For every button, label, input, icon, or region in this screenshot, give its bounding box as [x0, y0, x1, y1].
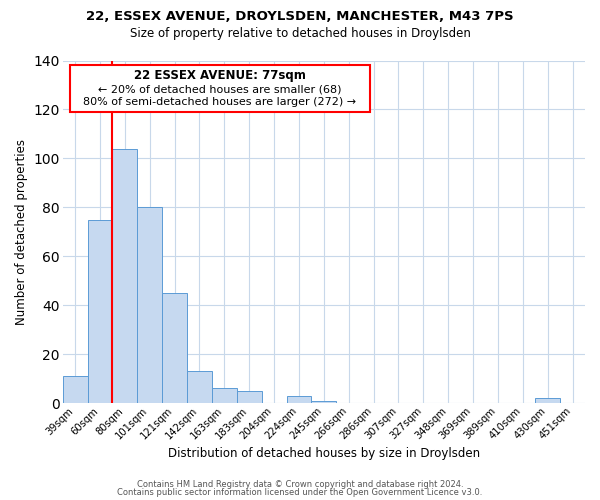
- Bar: [212, 388, 237, 403]
- X-axis label: Distribution of detached houses by size in Droylsden: Distribution of detached houses by size …: [168, 447, 480, 460]
- Text: Contains HM Land Registry data © Crown copyright and database right 2024.: Contains HM Land Registry data © Crown c…: [137, 480, 463, 489]
- Bar: [88, 220, 112, 403]
- Text: Contains public sector information licensed under the Open Government Licence v3: Contains public sector information licen…: [118, 488, 482, 497]
- Bar: [287, 396, 311, 403]
- Text: ← 20% of detached houses are smaller (68): ← 20% of detached houses are smaller (68…: [98, 84, 342, 94]
- Y-axis label: Number of detached properties: Number of detached properties: [15, 139, 28, 325]
- Text: 80% of semi-detached houses are larger (272) →: 80% of semi-detached houses are larger (…: [83, 97, 356, 107]
- Text: 22, ESSEX AVENUE, DROYLSDEN, MANCHESTER, M43 7PS: 22, ESSEX AVENUE, DROYLSDEN, MANCHESTER,…: [86, 10, 514, 23]
- Bar: [187, 371, 212, 403]
- Bar: [63, 376, 88, 403]
- Bar: [237, 391, 262, 403]
- Bar: [112, 148, 137, 403]
- Bar: [311, 400, 336, 403]
- Bar: [137, 208, 162, 403]
- Text: 22 ESSEX AVENUE: 77sqm: 22 ESSEX AVENUE: 77sqm: [134, 69, 306, 82]
- Bar: [535, 398, 560, 403]
- Text: Size of property relative to detached houses in Droylsden: Size of property relative to detached ho…: [130, 28, 470, 40]
- Bar: [162, 293, 187, 403]
